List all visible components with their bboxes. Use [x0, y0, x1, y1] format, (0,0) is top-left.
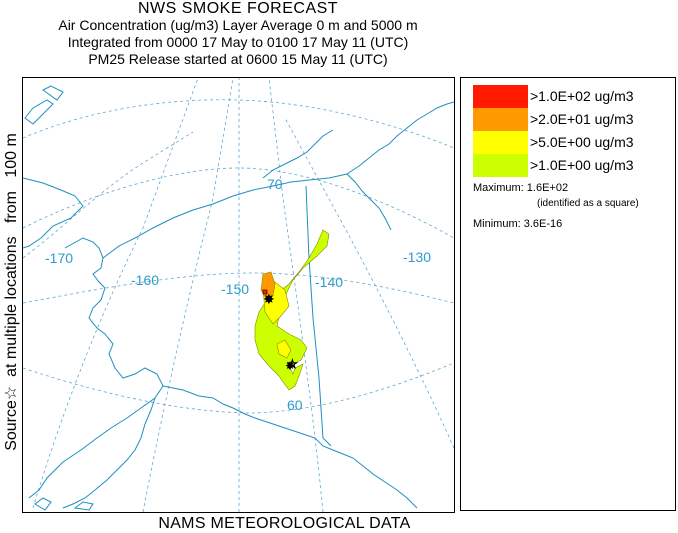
- lon-label-170: -170: [45, 250, 73, 266]
- parallel-70-outer: [23, 167, 454, 239]
- maximum-square: [262, 289, 268, 295]
- map-title: NWS SMOKE FORECAST: [137, 0, 339, 17]
- parallel-65: [23, 272, 454, 304]
- lat-label-60: 60: [287, 397, 303, 413]
- source-star-icon: ✸: [263, 291, 275, 307]
- alaska-map: ✸ ✸ ☆ -170 -160 -150 -140 -130 70 60: [23, 78, 454, 512]
- minimum-value: Minimum: 3.6E-16: [473, 218, 563, 230]
- source-side-label-text: Source☆ at multiple locations from 100 m: [3, 133, 20, 451]
- legend-swatch: [473, 108, 528, 131]
- parallel-75: [23, 99, 454, 149]
- alaska-peninsula: [62, 397, 156, 509]
- meridian-155: [142, 78, 234, 512]
- legend-item: >1.0E+00 ug/m3: [473, 154, 673, 177]
- integration-period: Integrated from 0000 17 May to 0100 17 M…: [67, 34, 409, 50]
- lon-label-130: -130: [403, 249, 431, 265]
- maximum-value: Maximum: 1.6E+02: [473, 182, 569, 194]
- concentration-subtitle: Air Concentration (ug/m3) Layer Average …: [58, 17, 418, 33]
- us-canada-border: [305, 185, 332, 447]
- map-frame: ✸ ✸ ☆ -170 -160 -150 -140 -130 70 60: [22, 77, 455, 513]
- source-markers: ✸ ✸ ☆: [263, 291, 298, 373]
- legend-swatch: [473, 131, 528, 154]
- banks-island: [262, 129, 334, 179]
- legend-label: >2.0E+01 ug/m3: [530, 111, 634, 127]
- herald-island: [42, 85, 64, 101]
- wrangel-island: [24, 99, 54, 125]
- legend-label: >1.0E+00 ug/m3: [530, 157, 634, 173]
- arctic-coast: [102, 101, 454, 259]
- legend-item: >2.0E+01 ug/m3: [473, 108, 673, 131]
- smoke-plume: [254, 229, 330, 391]
- legend-swatch: [473, 154, 528, 177]
- source-star-outline-icon: ☆: [287, 357, 298, 371]
- parallel-60: [23, 362, 454, 414]
- legend-item: >1.0E+02 ug/m3: [473, 85, 673, 108]
- meteorological-data-label: NAMS METEOROLOGICAL DATA: [158, 515, 411, 532]
- lon-label-150: -150: [221, 281, 249, 297]
- meridian-125: [284, 117, 454, 449]
- graticule-labels: -170 -160 -150 -140 -130 70 60: [45, 176, 431, 413]
- gulf-coast: [162, 385, 418, 509]
- source-side-label: Source☆ at multiple locations from 100 m: [0, 70, 22, 514]
- map-title-block: NWS SMOKE FORECAST Air Concentration (ug…: [22, 0, 454, 68]
- release-start: PM25 Release started at 0600 15 May 11 (…: [88, 51, 388, 67]
- mackenzie-coast: [346, 173, 392, 231]
- legend-swatch: [473, 85, 528, 108]
- meridian-165: [32, 78, 199, 509]
- lat-label-70: 70: [267, 176, 283, 192]
- legend-label: >5.0E+00 ug/m3: [530, 134, 634, 150]
- lon-label-140: -140: [315, 274, 343, 290]
- plume-contour-5-south: [276, 339, 292, 359]
- concentration-legend: >1.0E+02 ug/m3 >2.0E+01 ug/m3 >5.0E+00 u…: [460, 77, 676, 511]
- alaska-west-coast: [28, 237, 164, 499]
- source-star-icon: ✸: [285, 359, 295, 373]
- legend-item: >5.0E+00 ug/m3: [473, 131, 673, 154]
- meridian-175: [23, 131, 194, 259]
- coastline: [23, 85, 454, 511]
- lon-label-160: -160: [131, 272, 159, 288]
- chukotka-coast: [23, 177, 84, 249]
- maximum-note: (identified as a square): [537, 198, 639, 209]
- legend-label: >1.0E+02 ug/m3: [530, 88, 634, 104]
- aleutian-islands: [34, 497, 94, 511]
